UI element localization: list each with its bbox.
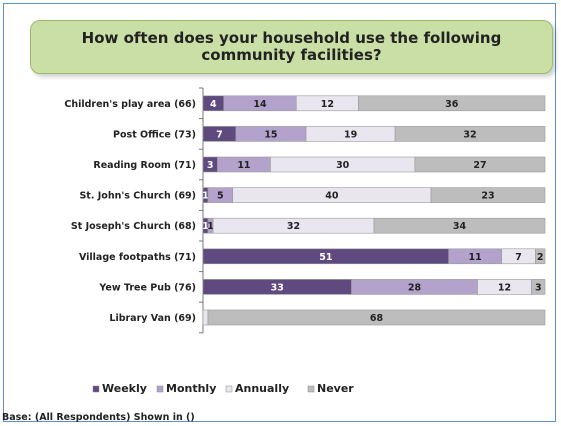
category-label: St Joseph's Church (68) xyxy=(71,221,196,232)
category-label: Library Van (69) xyxy=(109,313,196,324)
bar-segment-annually xyxy=(202,309,209,326)
data-label: 5 xyxy=(217,191,224,202)
data-label: 36 xyxy=(445,99,459,110)
bar-segment-never xyxy=(358,95,546,112)
base-note: Base: (All Respondents) Shown in () xyxy=(2,412,195,423)
legend-swatch xyxy=(92,385,100,393)
data-label: 19 xyxy=(344,129,357,140)
category-label: Post Office (73) xyxy=(113,129,196,140)
data-label: 1 xyxy=(202,191,209,202)
legend-swatch xyxy=(156,385,164,393)
legend-label: Monthly xyxy=(166,382,216,395)
data-label: 12 xyxy=(498,282,511,293)
data-label: 3 xyxy=(535,282,542,293)
category-label: Village footpaths (71) xyxy=(79,252,196,263)
legend-label: Never xyxy=(317,382,354,395)
data-label: 40 xyxy=(325,191,339,202)
data-label: 12 xyxy=(321,99,334,110)
category-label: Children's play area (66) xyxy=(64,99,196,110)
category-label: St. John's Church (69) xyxy=(79,191,196,202)
data-label: 28 xyxy=(408,282,422,293)
data-label: 3 xyxy=(207,160,214,171)
bar-segment-never xyxy=(430,187,546,203)
data-label: 11 xyxy=(469,252,482,263)
bar-segment-never xyxy=(373,217,546,234)
data-label: 27 xyxy=(473,160,486,171)
legend-swatch xyxy=(225,385,233,393)
data-label: 4 xyxy=(210,99,217,110)
data-label: 32 xyxy=(287,221,300,232)
chart-title-text: How often does your household use the fo… xyxy=(81,29,502,64)
bar-segment-never xyxy=(535,248,546,265)
category-label: Reading Room (71) xyxy=(93,160,196,171)
legend-swatch xyxy=(307,385,315,393)
legend-label: Annually xyxy=(235,382,289,395)
category-label: Yew Tree Pub (76) xyxy=(98,282,196,293)
chart-frame xyxy=(3,3,556,422)
data-label: 30 xyxy=(336,160,350,171)
data-label: 7 xyxy=(216,129,223,140)
data-label: 11 xyxy=(237,160,250,171)
bar-segment-never xyxy=(531,279,546,295)
data-label: 34 xyxy=(453,221,467,232)
data-label: 1 xyxy=(202,221,209,232)
data-label: 1 xyxy=(207,221,214,232)
data-label: 7 xyxy=(515,252,522,263)
bar-segment-never xyxy=(394,126,546,142)
data-label: 33 xyxy=(271,282,284,293)
bar-segment-never xyxy=(207,309,546,326)
chart-title: How often does your household use the fo… xyxy=(30,20,553,74)
data-label: 23 xyxy=(481,191,494,202)
data-label: 2 xyxy=(537,252,544,263)
legend-label: Weekly xyxy=(102,382,147,395)
data-label: 51 xyxy=(319,252,332,263)
data-label: 32 xyxy=(463,129,476,140)
bar-segment-never xyxy=(414,156,546,173)
data-label: 15 xyxy=(264,129,277,140)
data-label: 14 xyxy=(253,99,267,110)
data-label: 68 xyxy=(370,313,384,324)
